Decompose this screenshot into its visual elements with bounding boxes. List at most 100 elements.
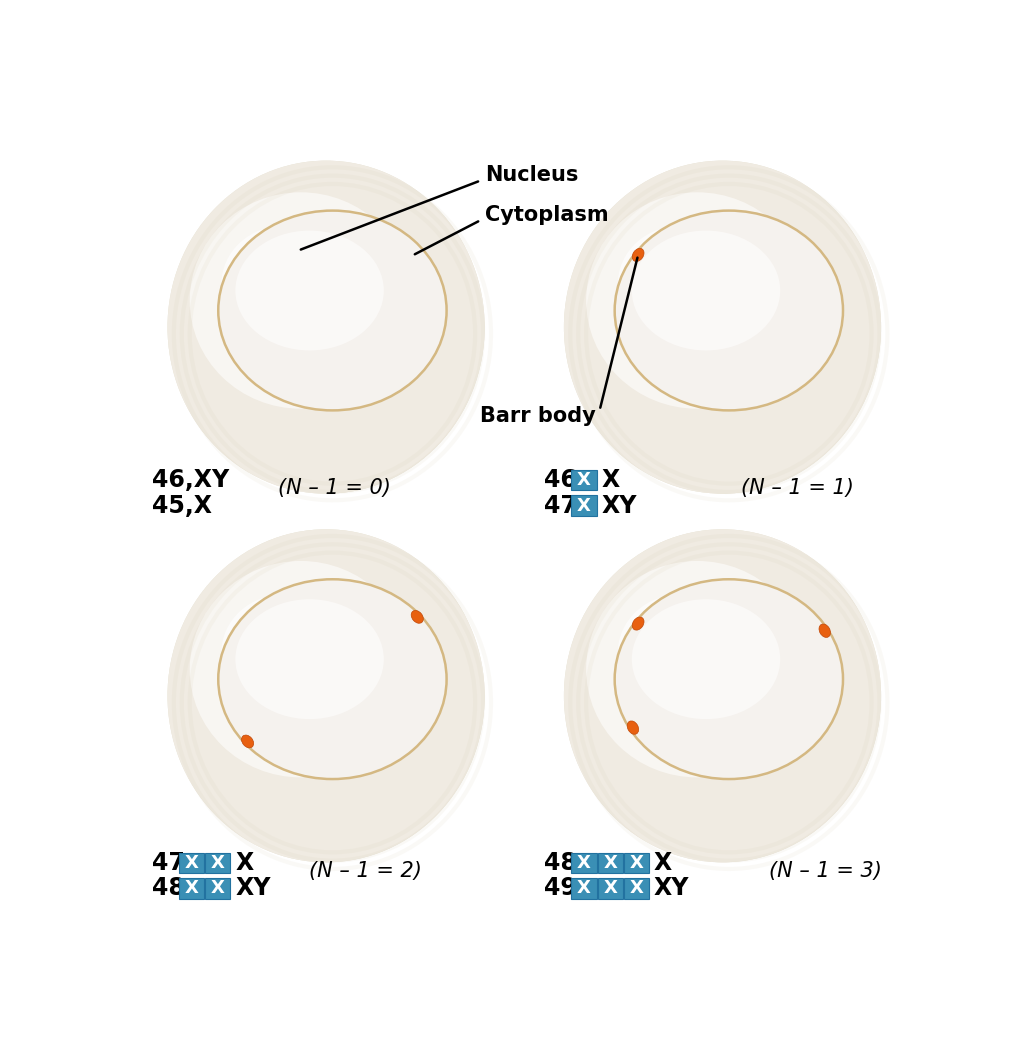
Ellipse shape [214,578,439,814]
Ellipse shape [660,630,785,761]
Ellipse shape [258,624,394,767]
Text: (N – 1 = 3): (N – 1 = 3) [769,861,882,881]
Ellipse shape [253,250,400,404]
Ellipse shape [627,721,638,734]
Ellipse shape [177,539,476,852]
Ellipse shape [210,574,442,817]
Ellipse shape [636,237,809,418]
Text: X: X [629,854,643,872]
Ellipse shape [632,230,781,351]
Ellipse shape [575,541,870,851]
Ellipse shape [248,244,405,410]
Ellipse shape [207,570,446,822]
Ellipse shape [180,174,472,480]
Text: X: X [577,471,591,489]
Ellipse shape [571,538,874,854]
Ellipse shape [168,161,485,493]
Ellipse shape [564,529,881,863]
Ellipse shape [205,200,448,455]
Ellipse shape [273,640,380,752]
Ellipse shape [651,252,794,402]
Ellipse shape [221,226,348,342]
Ellipse shape [641,611,803,780]
Ellipse shape [227,591,426,800]
Ellipse shape [586,552,859,840]
Ellipse shape [607,574,839,817]
Ellipse shape [629,598,816,794]
Ellipse shape [595,563,850,829]
Ellipse shape [221,216,431,437]
Ellipse shape [203,197,449,457]
Ellipse shape [209,204,444,451]
Ellipse shape [614,213,831,441]
Ellipse shape [646,615,800,777]
FancyBboxPatch shape [572,879,596,899]
Ellipse shape [649,250,796,404]
Ellipse shape [271,269,381,384]
Ellipse shape [603,202,842,453]
Text: (N – 1 = 0): (N – 1 = 0) [277,478,391,498]
Ellipse shape [271,638,381,754]
Ellipse shape [605,204,840,451]
Ellipse shape [248,612,405,778]
Text: X: X [211,854,225,872]
Ellipse shape [620,219,826,435]
Text: 46,: 46, [544,468,586,492]
Ellipse shape [591,559,853,833]
Ellipse shape [584,182,860,472]
Ellipse shape [230,596,421,796]
Ellipse shape [246,242,407,412]
Ellipse shape [627,227,818,428]
Ellipse shape [568,165,878,490]
Text: (N – 1 = 1): (N – 1 = 1) [742,478,854,498]
Ellipse shape [235,230,384,351]
Ellipse shape [662,633,783,759]
Ellipse shape [275,274,377,381]
Ellipse shape [673,276,772,379]
Ellipse shape [255,621,398,771]
Ellipse shape [566,531,879,861]
Text: X: X [577,880,591,898]
Ellipse shape [639,241,805,414]
Ellipse shape [573,170,872,484]
Ellipse shape [239,605,412,787]
Text: XY: XY [602,493,637,517]
Ellipse shape [203,566,449,826]
Ellipse shape [581,547,864,845]
Ellipse shape [262,260,391,395]
Ellipse shape [620,587,826,804]
Ellipse shape [227,223,426,432]
Ellipse shape [643,244,801,410]
Text: 48,: 48, [151,876,193,901]
Ellipse shape [184,547,468,845]
Ellipse shape [630,599,814,792]
Ellipse shape [660,262,785,393]
Ellipse shape [219,215,433,439]
Ellipse shape [201,564,451,827]
Text: X: X [602,468,620,492]
Ellipse shape [236,601,416,791]
Ellipse shape [173,167,479,488]
Ellipse shape [267,265,385,389]
Ellipse shape [186,181,466,474]
Ellipse shape [266,633,387,759]
Ellipse shape [180,543,472,849]
Ellipse shape [610,578,835,814]
Ellipse shape [189,561,411,777]
Ellipse shape [184,178,468,476]
Ellipse shape [191,186,460,469]
Ellipse shape [595,193,850,460]
Ellipse shape [232,229,419,426]
Ellipse shape [570,535,876,856]
Ellipse shape [179,541,474,851]
Ellipse shape [237,234,414,420]
Ellipse shape [237,603,414,789]
FancyBboxPatch shape [179,879,205,899]
Ellipse shape [618,586,828,806]
Ellipse shape [673,644,772,748]
Ellipse shape [634,234,811,420]
Ellipse shape [646,246,800,409]
Ellipse shape [657,626,789,766]
Ellipse shape [571,168,874,486]
Ellipse shape [564,529,881,863]
